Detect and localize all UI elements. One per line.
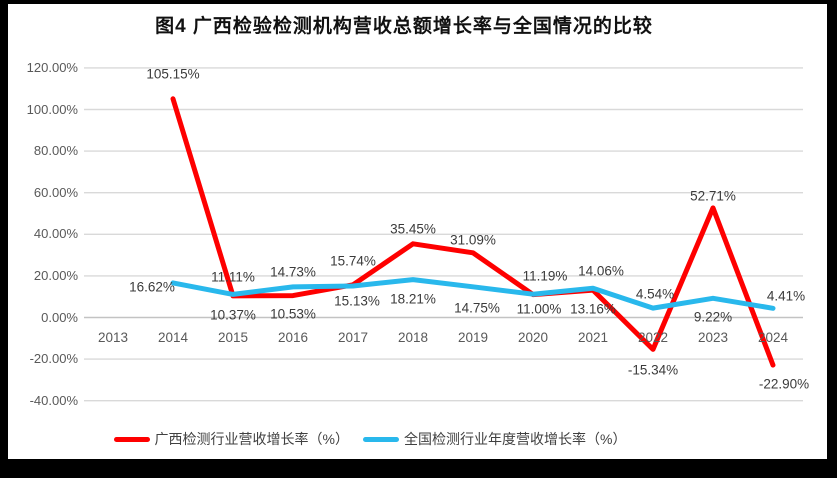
x-axis-tick-label: 2024 xyxy=(757,330,789,345)
national-data-label: 14.06% xyxy=(578,263,624,279)
guangxi-data-label: 13.16% xyxy=(570,301,616,317)
y-axis-tick-label: 80.00% xyxy=(33,143,78,159)
y-axis-tick-label: 20.00% xyxy=(33,267,78,283)
x-axis-tick-label: 2019 xyxy=(457,330,489,345)
guangxi-data-label: 31.09% xyxy=(450,232,496,248)
national-data-label: 16.62% xyxy=(129,279,175,295)
national-series-swatch-icon xyxy=(363,436,399,442)
x-axis-tick-label: 2023 xyxy=(697,330,729,345)
guangxi-data-label: 15.74% xyxy=(330,253,376,269)
y-axis-tick-label: 40.00% xyxy=(33,226,78,242)
x-axis-tick-label: 2015 xyxy=(217,330,249,345)
guangxi-series-line xyxy=(170,96,776,368)
guangxi-data-label: 10.37% xyxy=(210,307,256,323)
x-axis-tick-label: 2018 xyxy=(397,330,429,345)
y-axis-tick-label: 120.00% xyxy=(26,59,78,75)
photo-border-right xyxy=(827,0,837,478)
chart-legend: 广西检测行业营收增长率（%） 全国检测行业年度营收增长率（%） xyxy=(40,429,700,449)
guangxi-data-label: 35.45% xyxy=(390,221,436,237)
national-data-label: 4.54% xyxy=(635,286,675,302)
guangxi-data-label: 105.15% xyxy=(146,66,200,82)
legend-item-national: 全国检测行业年度营收增长率（%） xyxy=(363,429,626,449)
guangxi-data-label: 10.53% xyxy=(270,306,316,322)
guangxi-data-label: 52.71% xyxy=(690,188,736,204)
guangxi-data-label: -22.90% xyxy=(758,376,810,392)
guangxi-data-label: -15.34% xyxy=(627,362,679,378)
x-axis-tick-label: 2022 xyxy=(637,330,669,345)
x-axis-tick-label: 2017 xyxy=(337,330,369,345)
legend-label-national: 全国检测行业年度营收增长率（%） xyxy=(404,431,627,447)
legend-item-guangxi: 广西检测行业营收增长率（%） xyxy=(113,429,349,449)
national-data-label: 14.75% xyxy=(454,300,500,316)
y-axis-tick-label: 100.00% xyxy=(26,101,78,117)
chart-title: 图4 广西检验检测机构营收总额增长率与全国情况的比较 xyxy=(155,16,653,37)
national-series-line xyxy=(170,277,776,311)
y-axis-tick-label: 60.00% xyxy=(33,184,78,200)
photo-border-top xyxy=(0,0,837,4)
national-data-label: 4.41% xyxy=(766,288,806,304)
y-axis-tick-label: 0.00% xyxy=(41,309,78,325)
x-axis-tick-label: 2021 xyxy=(577,330,609,345)
national-data-label: 11.11% xyxy=(211,269,255,285)
national-data-label: 15.13% xyxy=(334,293,380,309)
legend-label-guangxi: 广西检测行业营收增长率（%） xyxy=(154,431,349,447)
x-axis-tick-label: 2016 xyxy=(277,330,309,345)
x-axis-tick-label: 2020 xyxy=(517,330,549,345)
guangxi-series-swatch-icon xyxy=(113,436,150,442)
national-data-label: 11.19% xyxy=(522,268,568,284)
y-axis-tick-label: -40.00% xyxy=(29,392,78,408)
guangxi-data-label: 11.00% xyxy=(516,301,562,317)
y-axis-tick-label: -20.00% xyxy=(29,351,78,367)
photo-border-bottom xyxy=(0,459,837,478)
x-axis-tick-label: 2014 xyxy=(157,330,189,345)
national-data-label: 18.21% xyxy=(390,291,436,307)
national-data-label: 14.73% xyxy=(270,264,316,280)
x-axis-tick-label: 2013 xyxy=(97,330,129,345)
national-data-label: 9.22% xyxy=(693,309,733,325)
photo-border-left xyxy=(0,0,8,478)
